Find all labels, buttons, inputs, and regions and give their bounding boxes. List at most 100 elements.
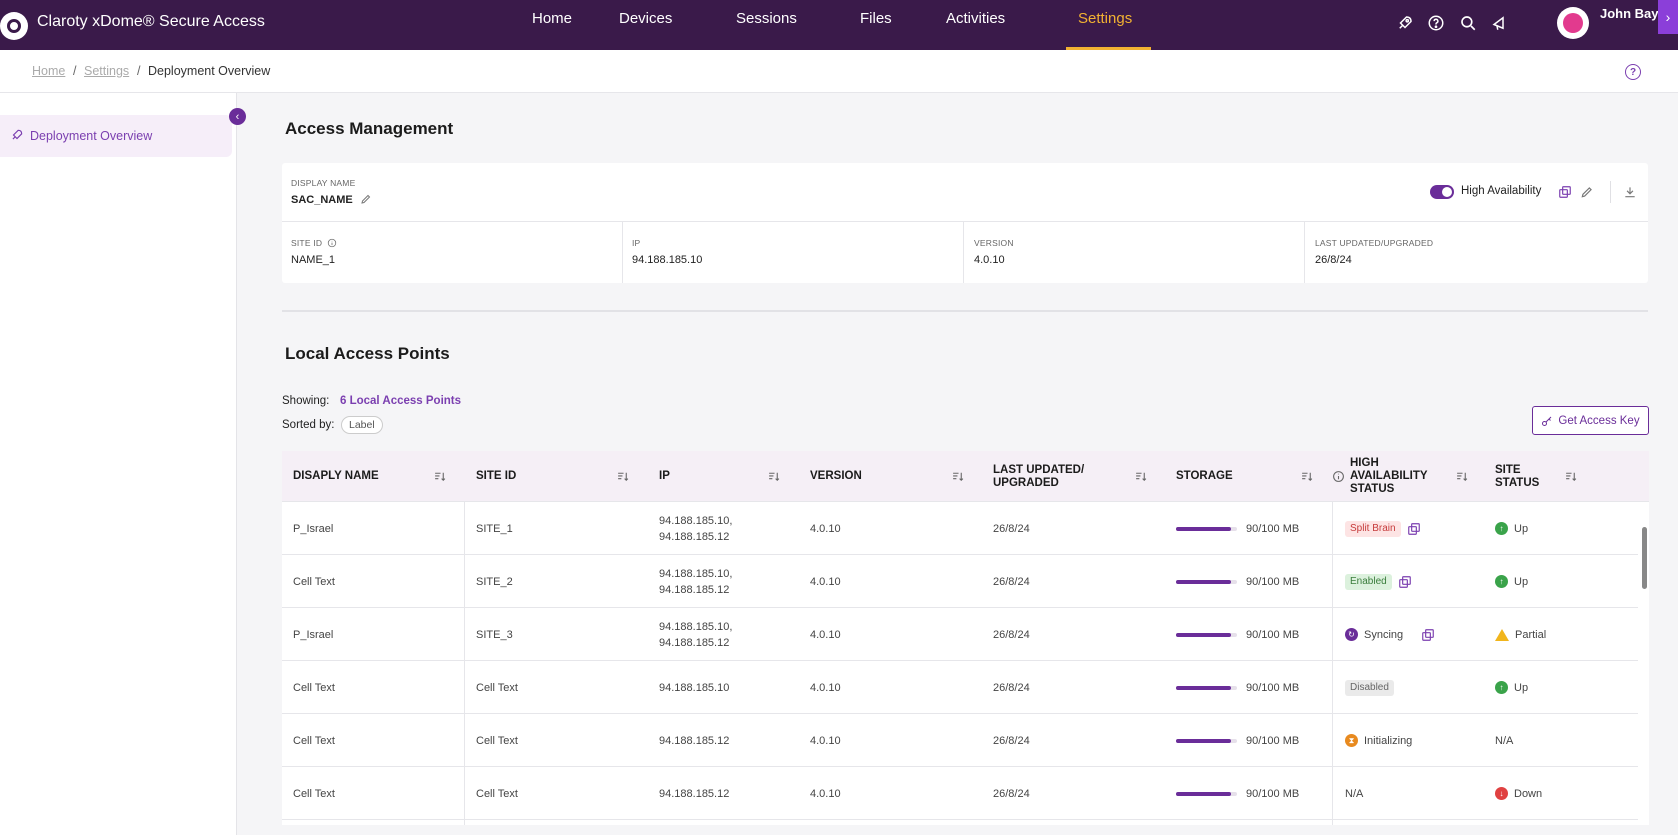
nav-sessions[interactable]: Sessions bbox=[736, 10, 797, 27]
info-icon[interactable] bbox=[327, 238, 337, 248]
sort-icon[interactable] bbox=[1455, 470, 1469, 483]
column-header-version[interactable]: VERSION bbox=[810, 470, 862, 482]
download-icon[interactable] bbox=[1623, 185, 1637, 199]
cell-version: 4.0.10 bbox=[810, 522, 841, 535]
nav-devices[interactable]: Devices bbox=[619, 10, 673, 27]
hourglass-icon: ⧗ bbox=[1345, 734, 1358, 747]
info-icon[interactable] bbox=[1332, 470, 1345, 483]
cell-site-id: Cell Text bbox=[476, 734, 518, 747]
column-header-last-updated[interactable]: LAST UPDATED/ UPGRADED bbox=[993, 463, 1085, 489]
column-header-high-availability-status[interactable]: HIGH AVAILABILITY STATUS bbox=[1350, 457, 1428, 495]
syncing-icon: ↻ bbox=[1345, 628, 1358, 641]
help-icon[interactable] bbox=[1426, 13, 1446, 33]
cell-site-status: N/A bbox=[1495, 734, 1514, 747]
card-divider bbox=[282, 221, 1648, 222]
expand-panel-icon[interactable]: › bbox=[1658, 0, 1678, 34]
table-row[interactable]: P_Israel SITE_3 94.188.185.10, 94.188.18… bbox=[282, 608, 1638, 661]
copy-icon[interactable] bbox=[1421, 628, 1435, 642]
access-management-card: DISPLAY NAME SAC_NAME High Availability … bbox=[282, 163, 1648, 283]
table-row[interactable]: P_Israel SITE_1 94.188.185.10, 94.188.18… bbox=[282, 502, 1638, 555]
table-row[interactable]: Cell Text Cell Text 94.188.185.10 4.0.10… bbox=[282, 661, 1638, 714]
high-availability-toggle[interactable] bbox=[1430, 185, 1454, 199]
cell-ip: 94.188.185.10, bbox=[659, 567, 733, 580]
claroty-logo-icon[interactable] bbox=[0, 12, 28, 40]
storage-bar bbox=[1176, 633, 1237, 637]
cell-site-id: Cell Text bbox=[476, 681, 518, 694]
toolbar-divider bbox=[1610, 181, 1611, 203]
column-header-ip[interactable]: IP bbox=[659, 470, 670, 482]
copy-icon[interactable] bbox=[1398, 575, 1412, 589]
top-navigation-bar: Claroty xDome® Secure Access Home Device… bbox=[0, 0, 1678, 50]
page-help-icon[interactable]: ? bbox=[1625, 64, 1641, 80]
sort-icon[interactable] bbox=[616, 470, 630, 483]
cell-ip: 94.188.185.12 bbox=[659, 530, 730, 543]
cell-site-status: Up bbox=[1514, 522, 1529, 535]
sort-icon[interactable] bbox=[767, 470, 781, 483]
cell-last-updated: 26/8/24 bbox=[993, 681, 1030, 694]
nav-settings[interactable]: Settings bbox=[1078, 10, 1133, 27]
cell-storage: 90/100 MB bbox=[1246, 734, 1300, 747]
table-row[interactable]: Cell Text SITE_2 94.188.185.10, 94.188.1… bbox=[282, 555, 1638, 608]
cell-storage: 90/100 MB bbox=[1246, 575, 1300, 588]
collapse-sidebar-button[interactable]: ‹ bbox=[229, 108, 246, 125]
warning-icon bbox=[1495, 628, 1509, 641]
cell-ip: 94.188.185.10, bbox=[659, 514, 733, 527]
status-up-icon: ↑ bbox=[1495, 575, 1508, 588]
copy-icon[interactable] bbox=[1407, 522, 1421, 536]
breadcrumb-home[interactable]: Home bbox=[32, 64, 66, 78]
search-icon[interactable] bbox=[1458, 13, 1478, 33]
cell-ip: 94.188.185.10 bbox=[659, 681, 730, 694]
table-header: DISAPLY NAME SITE ID IP VERSION LAST UPD… bbox=[282, 451, 1649, 502]
key-icon bbox=[1542, 416, 1552, 426]
table-row[interactable]: Cell Text Cell Text 94.188.185.12 4.0.10… bbox=[282, 767, 1638, 820]
column-divider bbox=[1332, 502, 1333, 825]
nav-home[interactable]: Home bbox=[532, 10, 573, 27]
table-scrollbar[interactable] bbox=[1642, 527, 1647, 589]
sort-icon[interactable] bbox=[951, 470, 965, 483]
cell-storage: 90/100 MB bbox=[1246, 628, 1300, 641]
sort-icon[interactable] bbox=[1564, 470, 1578, 483]
cell-site-id: Cell Text bbox=[476, 787, 518, 800]
copy-icon[interactable] bbox=[1558, 185, 1572, 199]
active-nav-indicator bbox=[1066, 47, 1151, 50]
status-down-icon: ↓ bbox=[1495, 787, 1508, 800]
sort-icon[interactable] bbox=[1300, 470, 1314, 483]
cell-site-id: SITE_1 bbox=[476, 522, 513, 535]
nav-activities[interactable]: Activities bbox=[946, 10, 1006, 27]
sort-icon[interactable] bbox=[1134, 470, 1148, 483]
notification-icon[interactable] bbox=[1490, 13, 1510, 33]
breadcrumb-settings[interactable]: Settings bbox=[84, 64, 130, 78]
rocket-icon[interactable] bbox=[1395, 13, 1415, 33]
user-avatar[interactable] bbox=[1557, 7, 1589, 39]
cell-ip: 94.188.185.12 bbox=[659, 734, 730, 747]
cell-site-id: SITE_3 bbox=[476, 628, 513, 641]
user-name[interactable]: John Bay bbox=[1600, 6, 1659, 21]
ha-status-badge: Disabled bbox=[1345, 679, 1394, 696]
cell-display-name: Cell Text bbox=[293, 734, 335, 747]
edit-icon[interactable] bbox=[1580, 185, 1594, 199]
column-header-display-name[interactable]: DISAPLY NAME bbox=[293, 470, 379, 482]
section-divider bbox=[282, 310, 1648, 312]
nav-files[interactable]: Files bbox=[860, 10, 892, 27]
ha-status-text: Syncing bbox=[1364, 628, 1404, 641]
sort-chip[interactable]: Label bbox=[341, 416, 383, 434]
card-divider bbox=[622, 222, 623, 283]
sidebar-item-deployment-overview[interactable]: Deployment Overview bbox=[0, 115, 232, 157]
cell-storage: 90/100 MB bbox=[1246, 522, 1300, 535]
column-header-site-status[interactable]: SITE STATUS bbox=[1495, 463, 1540, 489]
get-access-key-label: Get Access Key bbox=[1558, 414, 1640, 427]
ip-value: 94.188.185.10 bbox=[632, 254, 703, 266]
edit-name-icon[interactable] bbox=[360, 193, 372, 205]
table-row[interactable]: Cell Text Cell Text 94.188.185.12 4.0.10… bbox=[282, 714, 1638, 767]
cell-display-name: Cell Text bbox=[293, 787, 335, 800]
cell-site-status: Down bbox=[1514, 787, 1543, 800]
column-header-site-id[interactable]: SITE ID bbox=[476, 470, 517, 482]
storage-bar bbox=[1176, 686, 1237, 690]
breadcrumb: Home / Settings / Deployment Overview ? bbox=[0, 50, 1678, 93]
cell-version: 4.0.10 bbox=[810, 681, 841, 694]
sort-icon[interactable] bbox=[433, 470, 447, 483]
get-access-key-button[interactable]: Get Access Key bbox=[1532, 406, 1649, 435]
card-divider bbox=[1304, 222, 1305, 283]
column-header-storage[interactable]: STORAGE bbox=[1176, 470, 1233, 482]
showing-count: 6 Local Access Points bbox=[340, 395, 462, 407]
